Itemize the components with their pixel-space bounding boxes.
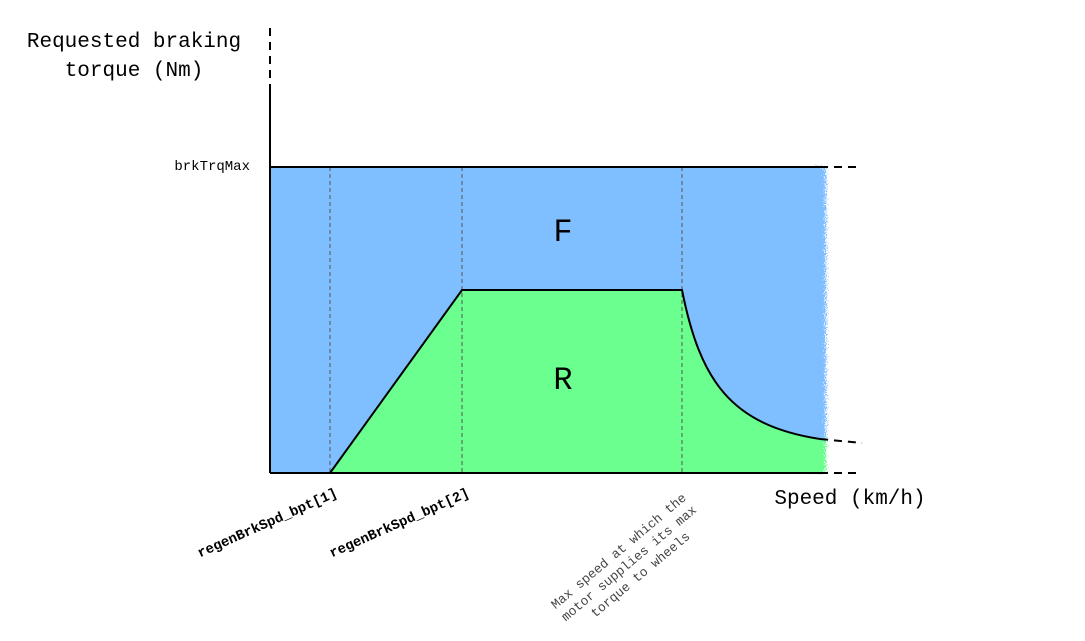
max-speed-note-line2: motor supplies its max: [559, 503, 700, 625]
regen-region-fuzzy-edge: [812, 439, 826, 473]
regen-torque-curve: [329, 289, 821, 474]
bpt1-label: regenBrkSpd_bpt[1]: [195, 486, 340, 562]
x-axis-title: Speed (km/h): [774, 488, 925, 511]
y-axis-title-line1: Requested braking: [27, 31, 241, 54]
regen-region-label: R: [553, 362, 572, 399]
max-speed-note: Max speed at which the motor supplies it…: [548, 491, 700, 625]
friction-region-fuzzy-edge: [812, 167, 826, 439]
regen-torque-curve-extension: [819, 438, 863, 444]
friction-region-label: F: [553, 214, 572, 251]
regen-region: [330, 290, 820, 473]
brake-torque-max-label: brkTrqMax: [174, 159, 250, 175]
y-axis-title-line2: torque (Nm): [65, 60, 204, 83]
bpt2-label: regenBrkSpd_bpt[2]: [327, 486, 472, 562]
